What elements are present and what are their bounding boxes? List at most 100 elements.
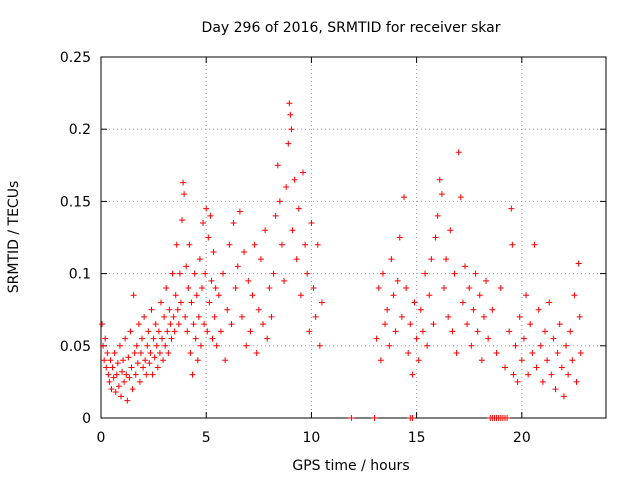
data-point [283, 183, 290, 190]
data-point [375, 285, 382, 292]
data-point [373, 335, 380, 342]
data-point [468, 342, 475, 349]
x-tick-labels: 0 5 10 15 20 [97, 430, 531, 446]
data-point [544, 357, 551, 364]
data-point [162, 342, 169, 349]
data-point [401, 194, 407, 201]
data-point [472, 270, 479, 277]
data-point [222, 357, 229, 364]
axis-ticks [100, 56, 606, 419]
data-point [251, 241, 258, 248]
data-point [123, 371, 130, 378]
data-point [300, 169, 306, 176]
data-point [502, 364, 508, 371]
data-point [132, 371, 139, 378]
data-point [203, 205, 210, 212]
data-point [288, 126, 295, 133]
data-point [167, 321, 174, 328]
data-point [392, 328, 399, 335]
data-point [164, 328, 171, 335]
data-point [302, 241, 309, 248]
data-point [110, 374, 117, 381]
data-point [196, 256, 203, 263]
data-point [525, 371, 532, 378]
x-tick-label: 0 [97, 430, 106, 446]
x-tick-label: 10 [303, 430, 321, 446]
data-point [409, 371, 416, 378]
data-point [226, 241, 233, 248]
data-point [144, 342, 151, 349]
data-point [541, 328, 548, 335]
data-point [449, 328, 456, 335]
data-point [276, 198, 283, 205]
data-point [236, 208, 243, 215]
data-point [137, 350, 144, 357]
data-point [170, 313, 177, 320]
data-point [457, 194, 464, 201]
y-axis-label: SRMTID / TECUs [6, 181, 22, 294]
data-point [274, 162, 281, 169]
data-point [228, 321, 235, 328]
data-point [424, 342, 431, 349]
data-point [286, 100, 293, 107]
data-point [168, 335, 175, 342]
data-point [205, 234, 212, 241]
data-point [122, 335, 129, 342]
data-point [201, 321, 208, 328]
data-point [213, 342, 220, 349]
data-point [183, 263, 190, 270]
data-point [470, 306, 477, 313]
data-point [159, 335, 166, 342]
data-point [187, 350, 194, 357]
data-point [161, 313, 168, 320]
data-point [394, 277, 401, 284]
data-point [217, 328, 224, 335]
data-point [523, 292, 530, 299]
data-point [171, 328, 178, 335]
data-point [115, 383, 122, 390]
data-point [287, 111, 294, 118]
data-point [181, 191, 188, 198]
data-point [512, 342, 519, 349]
data-point [478, 357, 485, 364]
y-tick-label: 0.25 [60, 50, 91, 66]
data-point [194, 357, 201, 364]
data-point [129, 386, 136, 393]
data-point [295, 205, 302, 212]
data-point [190, 321, 197, 328]
data-point [204, 328, 211, 335]
data-point [106, 378, 113, 385]
data-point [192, 335, 199, 342]
data-point [169, 270, 176, 277]
data-point [157, 299, 164, 306]
data-point [285, 140, 292, 147]
data-point [268, 313, 275, 320]
data-point [575, 260, 582, 267]
data-point [506, 328, 513, 335]
x-axis-label: GPS time / hours [292, 458, 409, 474]
x-tick-label: 20 [513, 430, 531, 446]
data-point [211, 313, 218, 320]
data-point [426, 292, 433, 299]
data-point [105, 371, 112, 378]
data-point [348, 415, 355, 421]
data-point [567, 328, 574, 335]
data-point [413, 335, 420, 342]
data-point [432, 234, 439, 241]
data-point [180, 179, 187, 186]
data-point [379, 270, 386, 277]
plot-border [100, 56, 607, 419]
data-point [417, 306, 424, 313]
x-tick-label: 5 [202, 430, 211, 446]
y-tick-label: 0 [82, 411, 91, 427]
data-point [422, 270, 429, 277]
data-point [546, 299, 553, 306]
data-point [529, 350, 536, 357]
data-point [510, 371, 517, 378]
y-tick-label: 0.05 [60, 339, 91, 355]
data-point [108, 386, 115, 393]
data-point [386, 342, 393, 349]
data-point [186, 241, 193, 248]
data-point [117, 393, 124, 400]
data-point [476, 292, 483, 299]
